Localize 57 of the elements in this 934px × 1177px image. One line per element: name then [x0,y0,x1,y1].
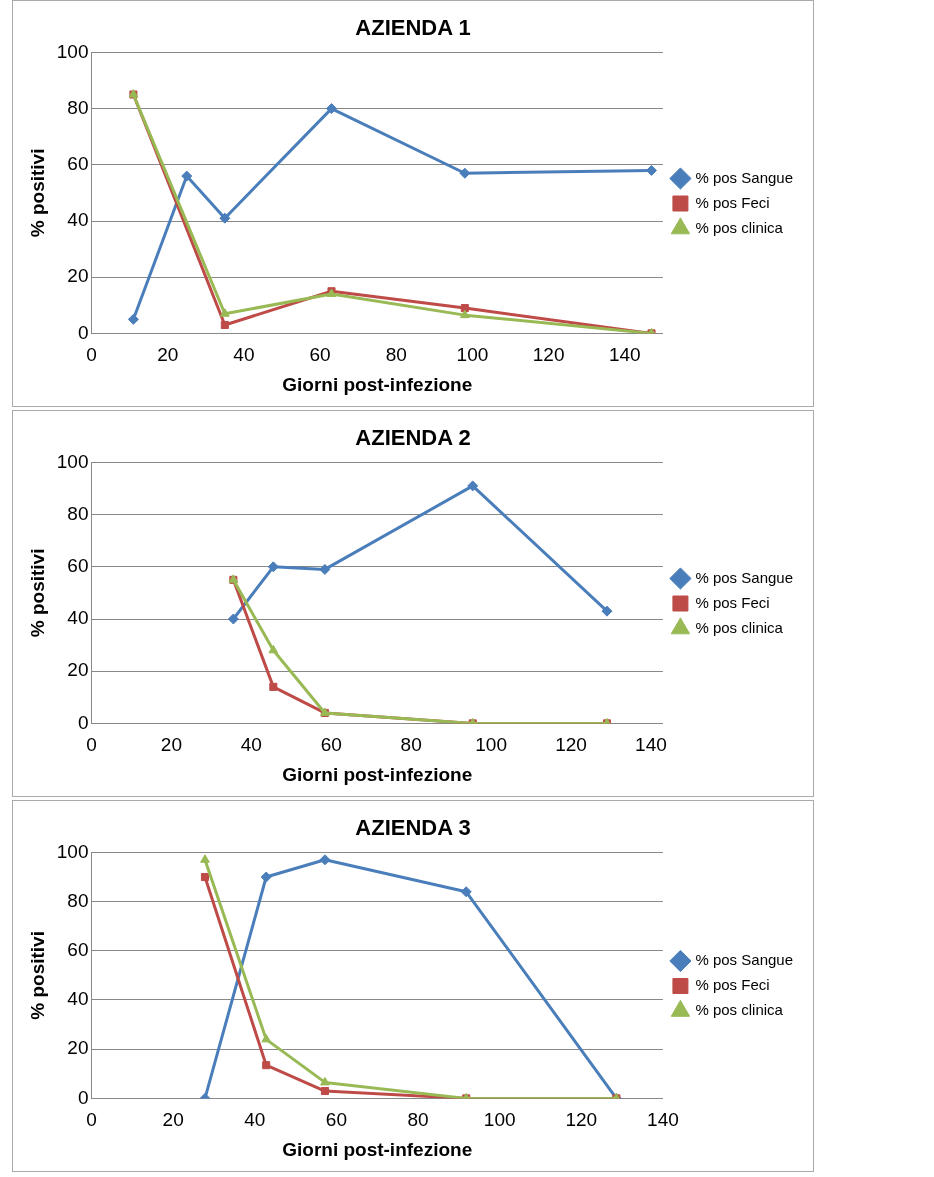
y-tick-label: 60 [67,153,89,175]
x-tick-label: 20 [157,344,179,366]
legend-label: % pos Feci [695,593,770,611]
y-tick-label: 20 [67,659,89,681]
legend-label: % pos clinica [695,1001,784,1019]
legend-label: % pos Feci [695,193,770,211]
x-tick-label: 120 [565,1109,598,1131]
y-axis-title: % positivi [26,548,48,638]
y-tick-label: 0 [77,1086,89,1108]
y-tick-label: 80 [67,502,89,524]
x-tick-label: 40 [233,344,255,366]
chart-title: AZIENDA 3 [355,815,471,841]
x-tick-label: 60 [309,344,331,366]
legend-label: % pos Sangue [695,568,793,586]
y-tick-label: 0 [77,321,89,343]
x-tick-label: 120 [532,344,565,366]
legend-label: % pos Sangue [695,168,793,186]
y-tick-label: 100 [56,40,89,62]
x-axis-title: Giorni post-infezione [282,1138,473,1160]
y-tick-label: 0 [77,711,89,733]
x-tick-label: 140 [635,734,667,756]
x-tick-label: 40 [240,734,262,756]
x-tick-label: 100 [483,1109,516,1131]
x-tick-label: 40 [244,1109,266,1131]
x-tick-label: 80 [407,1109,429,1131]
x-tick-label: 60 [320,734,342,756]
y-axis-title: % positivi [26,931,48,1020]
y-tick-label: 80 [67,96,89,118]
y-tick-label: 80 [67,889,89,911]
chart-title: AZIENDA 1 [355,15,471,41]
x-tick-label: 80 [400,734,422,756]
y-tick-label: 60 [67,555,89,577]
y-tick-label: 100 [56,450,89,472]
x-tick-label: 120 [555,734,587,756]
x-axis-title: Giorni post-infezione [282,373,473,395]
x-tick-label: 100 [475,734,507,756]
y-tick-label: 60 [67,939,89,961]
x-tick-label: 140 [608,344,641,366]
x-tick-label: 20 [162,1109,184,1131]
x-tick-label: 140 [647,1109,679,1131]
y-tick-label: 40 [67,607,89,629]
y-tick-label: 100 [56,840,89,862]
x-axis-title: Giorni post-infezione [282,763,473,785]
x-tick-label: 20 [160,734,182,756]
legend-label: % pos Feci [695,976,770,994]
chart-title: AZIENDA 2 [355,425,471,451]
legend-label: % pos clinica [695,218,784,236]
y-tick-label: 40 [67,209,89,231]
y-tick-label: 20 [67,1037,89,1059]
y-axis-title: % positivi [26,148,48,238]
legend-label: % pos clinica [695,618,784,636]
x-tick-label: 60 [325,1109,347,1131]
x-tick-label: 100 [456,344,489,366]
y-tick-label: 20 [67,265,89,287]
y-tick-label: 40 [67,988,89,1010]
legend-label: % pos Sangue [695,951,793,969]
x-tick-label: 80 [385,344,407,366]
